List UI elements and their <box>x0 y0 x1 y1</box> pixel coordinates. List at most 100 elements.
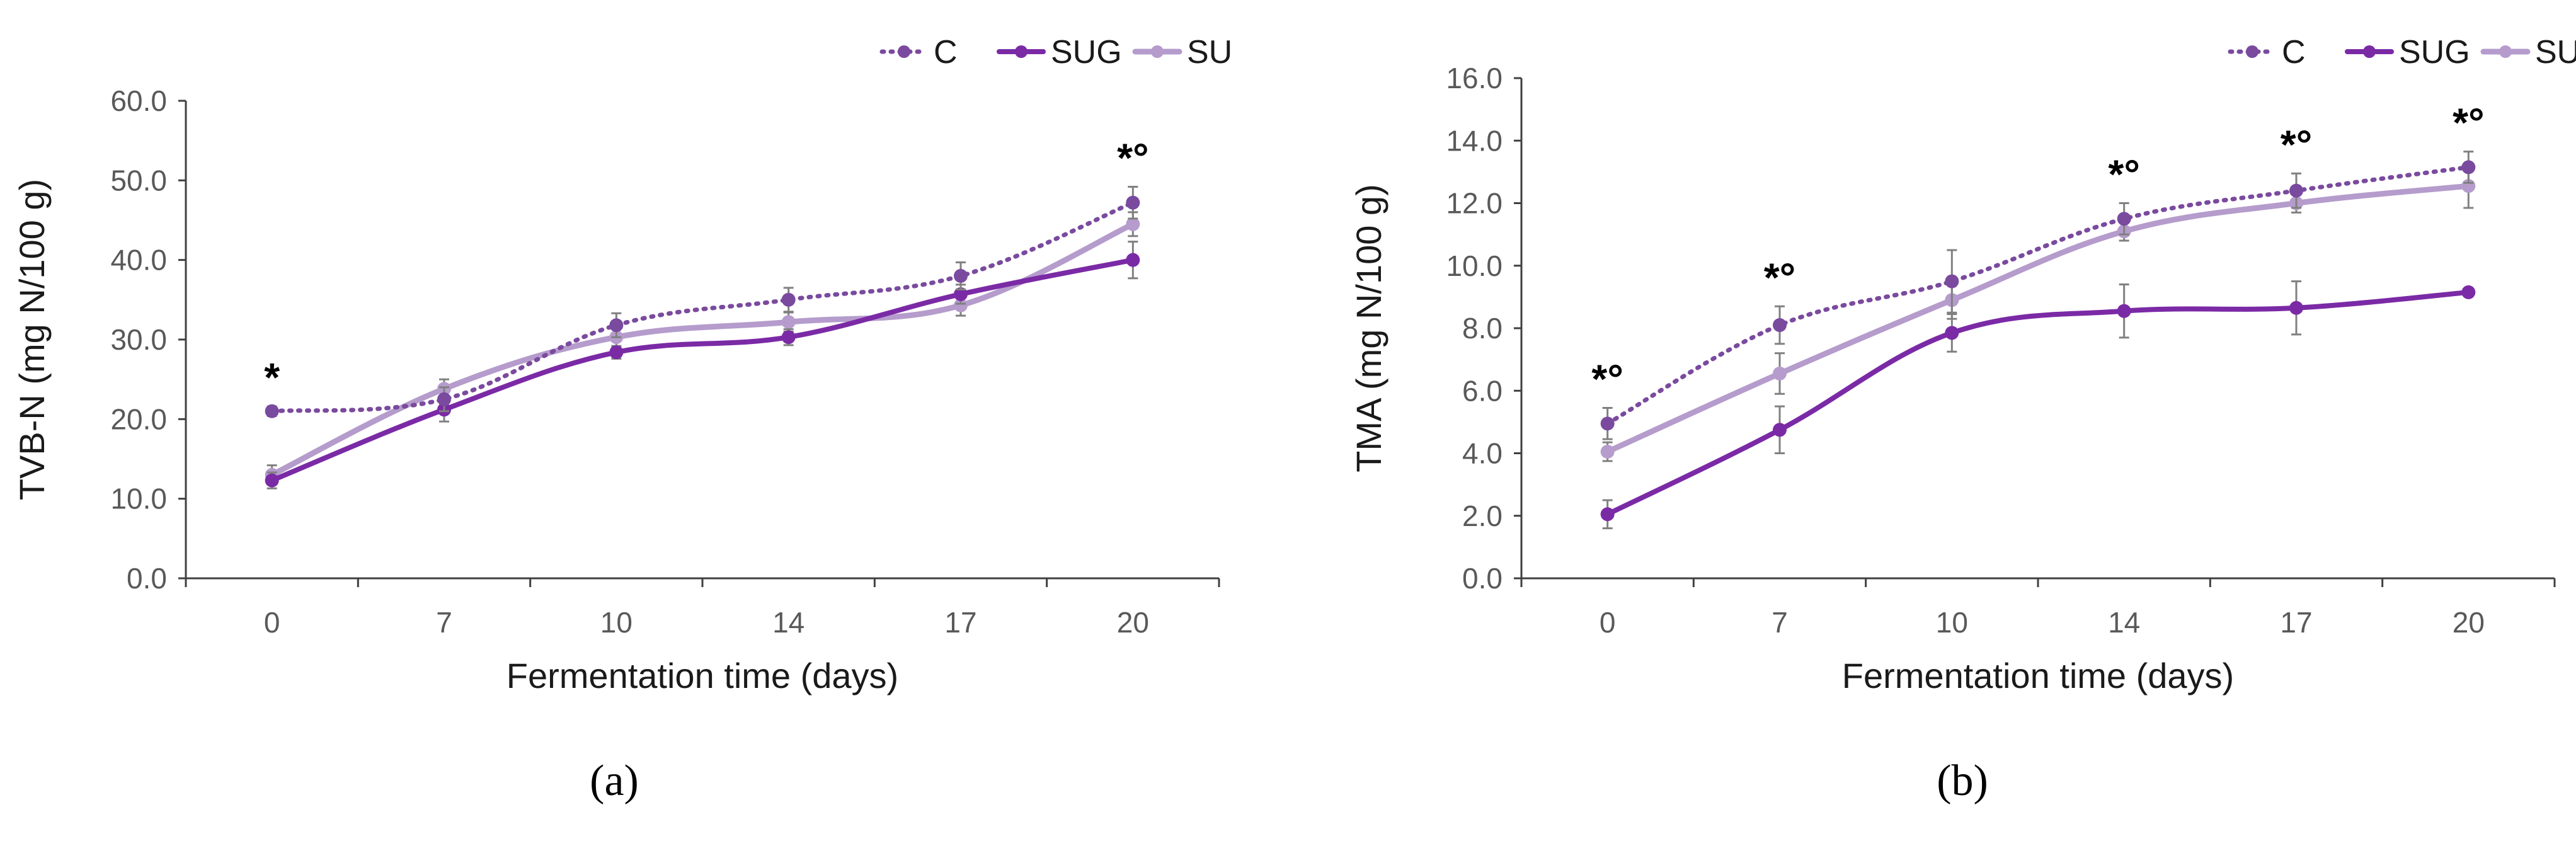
series-line-SU <box>1605 183 2471 455</box>
data-point-SUG <box>2117 304 2131 318</box>
x-tick-label: 14 <box>772 606 804 639</box>
data-point-C <box>1773 318 1787 333</box>
data-point-C <box>265 404 279 418</box>
y-axis-title: TMA (mg N/100 g) <box>1349 184 1388 472</box>
series-line-SUG <box>1605 289 2471 517</box>
y-tick-label: 8.0 <box>1462 312 1503 345</box>
significance-marker: *° <box>1591 357 1623 402</box>
legend-swatch-marker <box>2499 45 2512 58</box>
data-point-SUG <box>609 345 624 360</box>
y-tick-label: 16.0 <box>1446 62 1503 94</box>
y-tick-label: 40.0 <box>110 244 167 277</box>
significance-marker: *° <box>2108 152 2140 197</box>
legend-swatch-marker <box>1015 45 1028 58</box>
x-tick-label: 0 <box>1600 606 1616 639</box>
legend-swatch-marker <box>898 45 910 58</box>
x-tick-label: 14 <box>2108 606 2140 639</box>
data-point-C <box>609 318 624 333</box>
data-point-SUG <box>1773 423 1787 437</box>
series-SU <box>1600 163 2476 462</box>
y-tick-label: 30.0 <box>110 323 167 356</box>
data-point-C <box>2289 183 2303 198</box>
data-point-SUG <box>1126 253 1140 267</box>
series-SUG <box>1600 280 2476 530</box>
legend-label: SU <box>1187 34 1232 71</box>
data-point-SUG <box>1600 507 1615 522</box>
series-line-C <box>270 200 1135 414</box>
x-axis-title: Fermentation time (days) <box>1842 656 2234 695</box>
y-tick-label: 0.0 <box>127 562 167 595</box>
data-point-C <box>954 268 968 283</box>
legend-item-C: C <box>879 34 958 71</box>
y-tick-label: 60.0 <box>110 84 167 117</box>
x-tick-label: 7 <box>1772 606 1788 639</box>
y-tick-label: 10.0 <box>110 483 167 515</box>
series-line-C <box>1605 164 2471 426</box>
significance-marker: *° <box>2281 122 2313 167</box>
data-point-SUG <box>954 287 968 301</box>
data-point-SU <box>1773 366 1787 380</box>
data-point-SU <box>954 298 968 312</box>
series-SUG <box>265 241 1140 489</box>
x-tick-label: 20 <box>2453 606 2485 639</box>
data-point-C <box>437 392 451 406</box>
legend-item-SU: SU <box>2480 34 2576 71</box>
series-line-SUG <box>269 257 1136 483</box>
legend-swatch-marker <box>2363 45 2376 58</box>
panel-label: (a) <box>590 757 639 805</box>
chart-panel-b: 0.0 2.0 4.0 6.0 8.0 10.0 12.0 14.0 16.0 0 7 10 14 17 2… <box>1349 34 2576 805</box>
significance-marker: * <box>264 355 280 400</box>
x-axis-title: Fermentation time (days) <box>507 656 898 695</box>
y-tick-label: 2.0 <box>1462 500 1503 532</box>
series-line-SU <box>269 221 1136 478</box>
data-point-C <box>781 292 796 307</box>
significance-marker: *° <box>1764 255 1796 300</box>
data-point-C <box>1126 195 1140 210</box>
legend-item-SU: SU <box>1132 34 1232 71</box>
data-point-SU <box>1600 445 1615 459</box>
y-tick-label: 12.0 <box>1446 187 1503 220</box>
x-tick-label: 0 <box>264 606 280 639</box>
x-tick-label: 7 <box>436 606 452 639</box>
x-tick-label: 20 <box>1117 606 1149 639</box>
series-C <box>265 185 1140 418</box>
data-point-C <box>1600 416 1615 431</box>
y-tick-label: 6.0 <box>1462 374 1503 407</box>
x-tick-label: 10 <box>1936 606 1968 639</box>
data-point-SUG <box>2461 285 2476 299</box>
data-point-SU <box>781 315 796 329</box>
x-tick-label: 17 <box>944 606 976 639</box>
legend-label: SUG <box>2399 34 2470 71</box>
y-tick-label: 14.0 <box>1446 124 1503 157</box>
legend: C SUG SU <box>2228 34 2576 71</box>
y-tick-label: 4.0 <box>1462 437 1503 470</box>
y-tick-label: 50.0 <box>110 164 167 197</box>
legend-item-SUG: SUG <box>997 34 1122 71</box>
series-SU <box>265 211 1140 486</box>
legend-item-SUG: SUG <box>2345 34 2470 71</box>
legend: C SUG SU <box>879 34 1232 71</box>
legend-item-C: C <box>2228 34 2306 71</box>
data-point-SU <box>1126 217 1140 231</box>
legend-label: C <box>934 34 958 71</box>
legend-label: C <box>2282 34 2306 71</box>
x-tick-label: 17 <box>2280 606 2312 639</box>
significance-marker: *° <box>2453 100 2485 146</box>
chart-panel-a: 0.0 10.0 20.0 30.0 40.0 50.0 60.0 0 7 10 14 17 20 Fer… <box>12 34 1232 805</box>
legend-swatch-marker <box>1151 45 1164 58</box>
legend-label: SUG <box>1051 34 1122 71</box>
y-axis-title: TVB-N (mg N/100 g) <box>12 179 52 500</box>
legend-swatch-marker <box>2246 45 2258 58</box>
y-tick-label: 10.0 <box>1446 249 1503 282</box>
data-point-SUG <box>1945 326 1959 340</box>
data-point-SUG <box>265 473 279 488</box>
data-point-SUG <box>781 330 796 345</box>
y-tick-label: 0.0 <box>1462 562 1503 595</box>
data-point-C <box>2117 212 2131 226</box>
significance-marker: *° <box>1117 135 1149 180</box>
series-C <box>1600 151 2476 440</box>
data-point-C <box>2461 160 2476 174</box>
y-tick-label: 20.0 <box>110 403 167 435</box>
data-point-SUG <box>2289 300 2303 315</box>
